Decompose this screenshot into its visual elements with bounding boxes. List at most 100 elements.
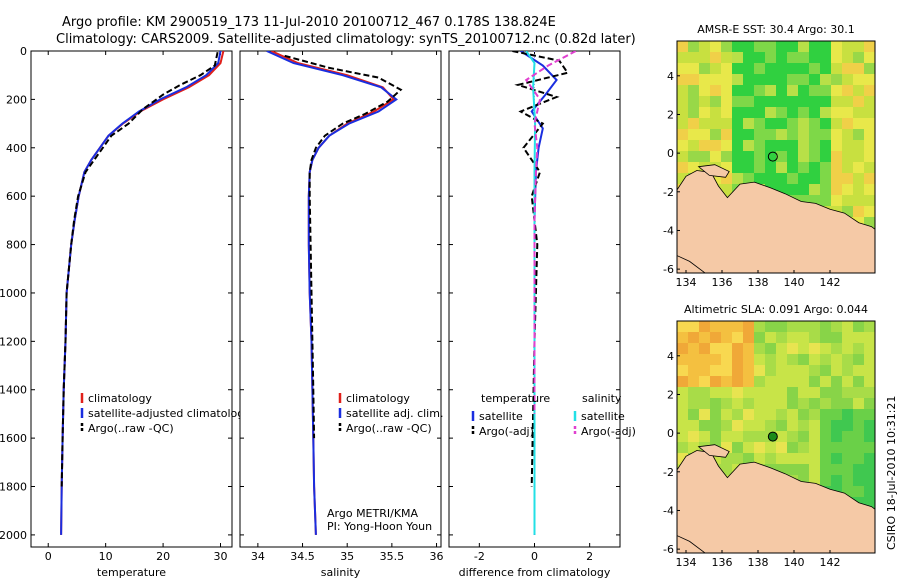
map-cell xyxy=(842,387,853,398)
map-cell xyxy=(853,453,864,464)
map-cell xyxy=(809,107,820,118)
map-cell xyxy=(853,332,864,343)
map-cell xyxy=(798,354,809,365)
map-cell xyxy=(721,376,732,387)
map-cell xyxy=(721,464,732,475)
map-cell xyxy=(743,365,754,376)
map-cell xyxy=(864,74,875,85)
series-line xyxy=(512,51,570,487)
map-cell xyxy=(743,409,754,420)
map-cell xyxy=(776,74,787,85)
map-cell xyxy=(831,343,842,354)
map-cell xyxy=(677,442,688,453)
map-cell xyxy=(853,354,864,365)
map-cell xyxy=(864,41,875,52)
map-cell xyxy=(853,272,864,273)
map-cell xyxy=(776,162,787,173)
map-cell xyxy=(732,398,743,409)
map-cell xyxy=(710,107,721,118)
map-cell xyxy=(787,85,798,96)
map-cell xyxy=(787,332,798,343)
map-cell xyxy=(688,96,699,107)
map-cell xyxy=(853,118,864,129)
map-cell xyxy=(831,129,842,140)
map-cell xyxy=(688,420,699,431)
map-cell xyxy=(820,85,831,96)
map-cell xyxy=(688,431,699,442)
x-tick-label: 34.5 xyxy=(290,550,315,563)
land-mass xyxy=(697,444,730,458)
map-cell xyxy=(710,409,721,420)
map-cell xyxy=(765,96,776,107)
map-cell xyxy=(787,442,798,453)
temperature-panel: 0 10 20 30 temperature 0 200 400 600 800 1000 1200 1… xyxy=(0,45,251,579)
map-cell xyxy=(798,74,809,85)
salinity-panel: 34 34.5 35 35.5 36 salinity climatology satelli… xyxy=(239,50,444,579)
x-tick-label: 10 xyxy=(99,550,113,563)
x-tick-label: 138 xyxy=(748,556,769,569)
map-cell xyxy=(754,398,765,409)
map-cell xyxy=(809,354,820,365)
map-cell xyxy=(699,354,710,365)
map-cell xyxy=(820,387,831,398)
map-cell xyxy=(677,420,688,431)
map-cell xyxy=(831,74,842,85)
map-cell xyxy=(765,118,776,129)
map-cell xyxy=(743,420,754,431)
map-cell xyxy=(787,420,798,431)
map-cell xyxy=(864,184,875,195)
map-cell xyxy=(820,475,831,486)
map-cell xyxy=(677,162,688,173)
legend-label: Argo(..raw -QC) xyxy=(88,422,174,435)
map-cell xyxy=(677,85,688,96)
map-cell xyxy=(776,453,787,464)
map-cell xyxy=(743,376,754,387)
x-axis-label: temperature xyxy=(97,566,166,579)
map-cell xyxy=(842,151,853,162)
series-line xyxy=(284,54,403,439)
map-cell xyxy=(820,195,831,206)
map-cell xyxy=(754,365,765,376)
map-cell xyxy=(688,63,699,74)
map-cell xyxy=(842,431,853,442)
map-cell xyxy=(699,376,710,387)
map-cell xyxy=(721,162,732,173)
map-cell xyxy=(820,118,831,129)
map-cell xyxy=(809,140,820,151)
map-cell xyxy=(754,431,765,442)
sst-map: AMSR-E SST: 30.4 Argo: 30.1 134 136 138 140 1… xyxy=(663,23,876,289)
series-group xyxy=(512,51,577,535)
map-cell xyxy=(765,321,776,332)
map-cell xyxy=(743,442,754,453)
map-cell xyxy=(776,173,787,184)
y-tick-label: 1200 xyxy=(0,335,27,348)
map-cell xyxy=(864,140,875,151)
map-cell xyxy=(776,464,787,475)
map-cell xyxy=(853,343,864,354)
legend-label: Argo(-adj) xyxy=(581,425,636,438)
map-cell xyxy=(820,63,831,74)
map-cell xyxy=(765,74,776,85)
map-cell xyxy=(853,431,864,442)
map-cell xyxy=(732,387,743,398)
map-cell xyxy=(743,321,754,332)
map-cell xyxy=(798,475,809,486)
difference-panel: -2 0 2 difference from climatology temperatu… xyxy=(448,50,636,579)
map-cell xyxy=(787,409,798,420)
map-cell xyxy=(853,464,864,475)
map-cell xyxy=(754,140,765,151)
map-cell xyxy=(842,41,853,52)
map-cell xyxy=(677,140,688,151)
map-cell xyxy=(699,96,710,107)
map-cell xyxy=(820,162,831,173)
map-cell xyxy=(820,420,831,431)
map-cell xyxy=(776,129,787,140)
map-cell xyxy=(721,41,732,52)
map-cell xyxy=(776,354,787,365)
map-cell xyxy=(864,118,875,129)
map-cell xyxy=(798,162,809,173)
map-cell xyxy=(864,409,875,420)
map-cell xyxy=(732,173,743,184)
map-cell xyxy=(798,387,809,398)
map-cell xyxy=(842,552,853,553)
